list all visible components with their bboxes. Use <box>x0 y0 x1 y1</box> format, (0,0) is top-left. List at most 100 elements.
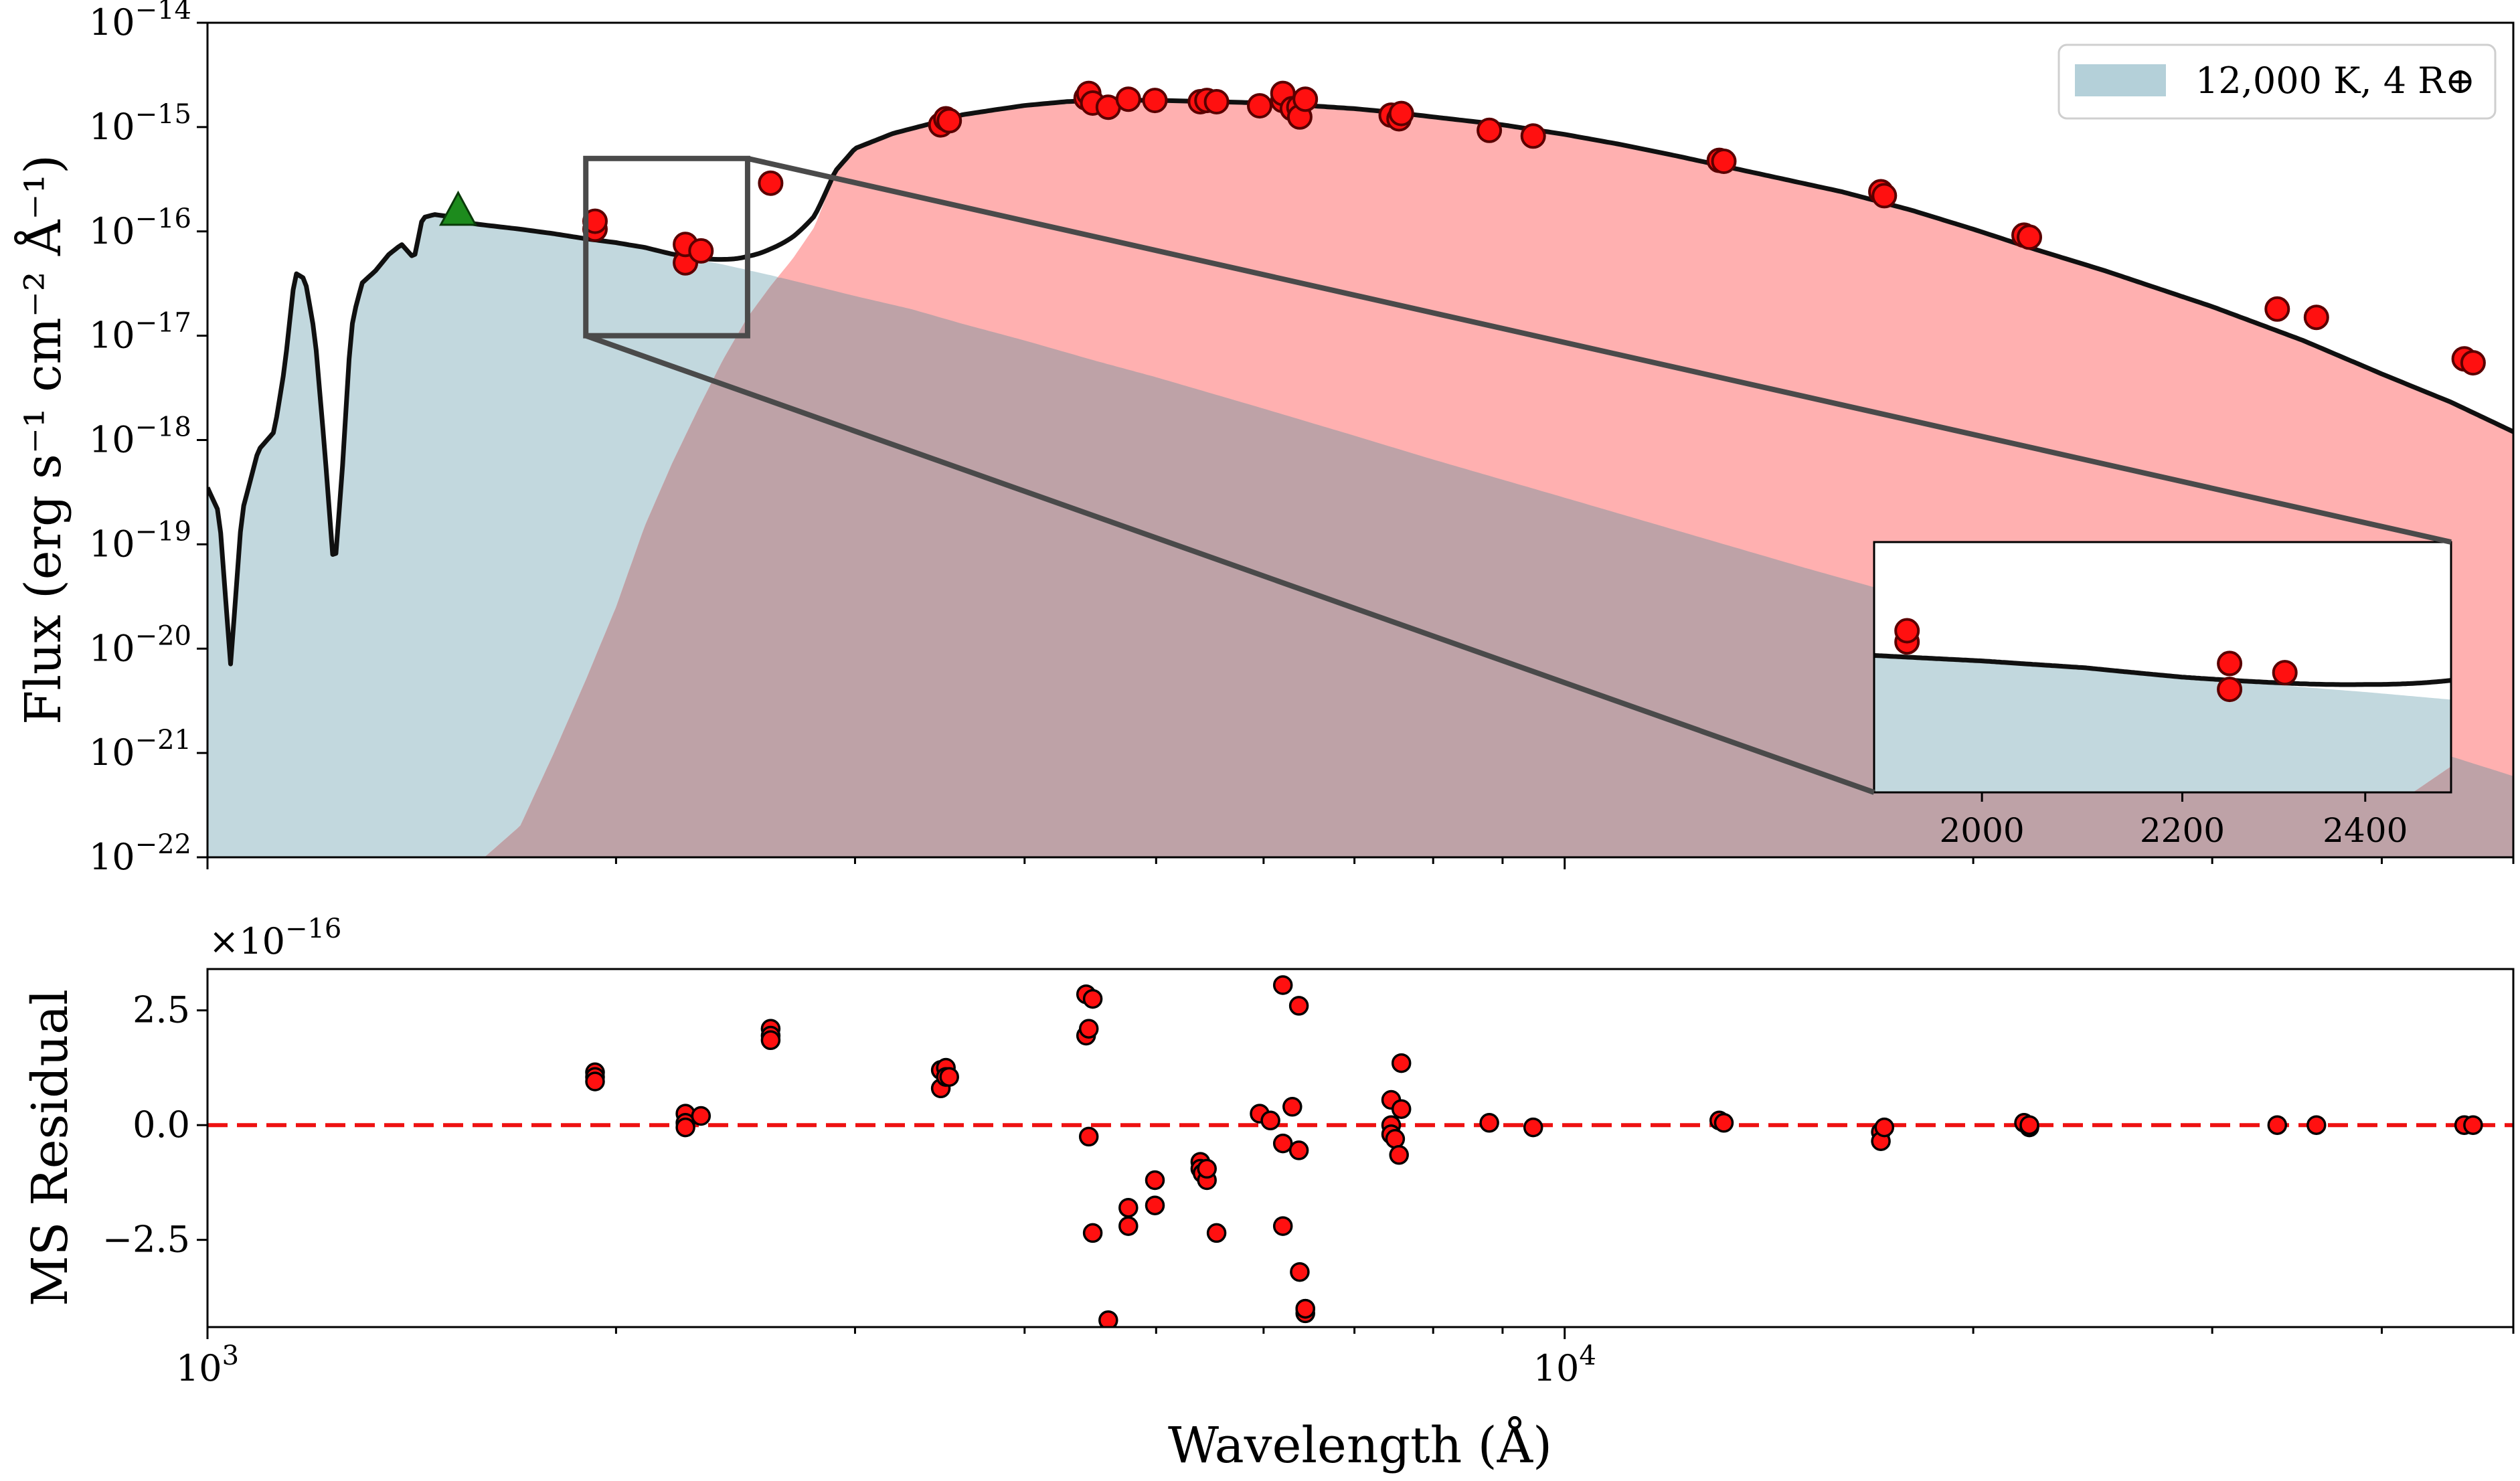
residual-y-axis-title: MS Residual <box>21 989 79 1306</box>
flux-y-tick-label: 10−16 <box>89 203 191 252</box>
residual-point <box>1145 1195 1165 1215</box>
residual-y-ticks: −2.5 0.0 2.5 <box>102 989 207 1261</box>
zoom-connector-bottom <box>584 333 1875 795</box>
residual-point <box>1272 1133 1293 1154</box>
photometry-point <box>2303 304 2329 331</box>
residual-point <box>1145 1170 1165 1191</box>
residual-point <box>2306 1115 2327 1135</box>
inset-photometry-point <box>2217 677 2243 703</box>
photometry-point <box>2460 350 2486 376</box>
zoom-connectors <box>584 155 2452 795</box>
inset-x-tick-label: 2200 <box>2140 811 2225 850</box>
residual-point <box>2019 1115 2039 1135</box>
residual-point <box>1197 1158 1217 1179</box>
inset-x-tick-label: 2400 <box>2323 811 2408 850</box>
residual-point <box>1078 1019 1099 1039</box>
flux-y-ticks: 10−22 10−21 10−20 10−19 10−18 10−17 10−16 10−15… <box>89 0 207 878</box>
residual-point <box>760 1030 781 1051</box>
flux-y-tick-label: 10−19 <box>89 516 191 565</box>
zoom-connector-top <box>747 155 2452 545</box>
residual-point <box>1082 1223 1103 1243</box>
residual-point <box>2267 1115 2288 1135</box>
flux-y-tick-label: 10−15 <box>89 99 191 148</box>
residual-point <box>1385 1129 1406 1149</box>
flux-y-tick-label: 10−21 <box>89 725 191 774</box>
inset-photometry-point <box>1894 618 1920 644</box>
residual-point <box>1523 1117 1543 1138</box>
x-axis-title: Wavelength (Å) <box>1168 1415 1552 1474</box>
inset-x-ticks: 2000 2200 2400 <box>1939 792 2408 850</box>
residual-point <box>1082 988 1103 1009</box>
zoom-box <box>583 155 750 339</box>
residual-point <box>585 1071 605 1092</box>
legend: 12,000 K, 4 R⊕ <box>2057 43 2497 120</box>
photometry-point <box>688 238 714 264</box>
residual-point <box>1260 1110 1280 1131</box>
flux-y-tick-label: 10−20 <box>89 620 191 669</box>
photometry-point <box>2017 224 2042 250</box>
residual-point <box>1098 1310 1118 1327</box>
inset-content <box>1874 618 2451 792</box>
residual-plot-frame <box>206 968 2515 1328</box>
inset-photometry-point <box>2217 650 2243 677</box>
residual-x-ticks: 103 104 <box>176 1327 2515 1389</box>
photometry-point <box>2264 296 2290 322</box>
residual-panel: −2.5 0.0 2.5 103 104 ×10−16 MS Residual Wav… <box>21 913 2515 1474</box>
residual-plot-area <box>207 969 2513 1327</box>
photometry-point <box>1247 93 1272 119</box>
residual-point <box>1479 1113 1499 1133</box>
residual-y-tick-label: 0.0 <box>133 1104 190 1146</box>
residual-point <box>691 1106 711 1126</box>
inset-frame <box>1873 541 2452 794</box>
residual-x-tick-label: 103 <box>176 1340 239 1389</box>
residual-point <box>1389 1145 1409 1165</box>
photometry-point <box>1292 86 1319 112</box>
flux-x-ticks <box>206 857 2515 869</box>
residual-point <box>1391 1053 1412 1073</box>
inset-photometry-point <box>2272 660 2298 686</box>
zoom-inset: 2000 2200 2400 <box>1873 541 2452 850</box>
residual-point <box>1288 1140 1309 1160</box>
photometry-point <box>1520 123 1546 149</box>
flux-panel: 10−22 10−21 10−20 10−19 10−18 10−17 10−16 10−15… <box>13 0 2515 878</box>
residual-point <box>1874 1117 1895 1138</box>
residual-point <box>1272 1216 1293 1236</box>
residual-point <box>939 1067 959 1087</box>
inset-x-tick-label: 2000 <box>1939 811 2024 850</box>
photometry-point <box>1203 89 1230 114</box>
photometry-point <box>1477 117 1503 143</box>
residual-point <box>1206 1223 1227 1243</box>
inset-overlap-area <box>2413 766 2451 792</box>
residual-point <box>1295 1298 1315 1319</box>
photometry-point <box>1115 86 1141 112</box>
photometry-point <box>1388 100 1414 126</box>
residual-plot-content <box>207 975 2513 1327</box>
residual-x-tick-label: 104 <box>1533 1340 1596 1389</box>
photometry-point <box>1142 88 1168 114</box>
inset-white-dwarf-area <box>1874 655 2451 792</box>
photometry-point <box>1871 183 1898 209</box>
flux-y-tick-label: 10−14 <box>89 0 191 43</box>
residual-point <box>1272 975 1293 995</box>
legend-swatch <box>2075 64 2166 96</box>
residual-point <box>1713 1113 1734 1133</box>
residual-point <box>1118 1216 1139 1236</box>
legend-label: 12,000 K, 4 R⊕ <box>2195 60 2475 102</box>
residual-point <box>1282 1097 1303 1117</box>
inset-model-line <box>1874 652 2451 687</box>
residual-point <box>1078 1126 1099 1147</box>
residual-multiplier: ×10−16 <box>209 913 341 962</box>
residual-point <box>1290 1261 1310 1282</box>
residual-point <box>1118 1197 1139 1218</box>
uv-marker <box>438 190 478 226</box>
residual-point <box>2463 1115 2483 1135</box>
residual-point <box>1391 1099 1412 1119</box>
residual-point <box>1288 996 1309 1016</box>
flux-y-tick-label: 10−17 <box>89 308 191 357</box>
residual-y-tick-label: −2.5 <box>102 1219 190 1261</box>
photometry-point <box>936 108 962 134</box>
flux-y-tick-label: 10−22 <box>89 829 191 878</box>
legend-box <box>2057 43 2497 120</box>
residual-y-tick-label: 2.5 <box>133 989 190 1031</box>
